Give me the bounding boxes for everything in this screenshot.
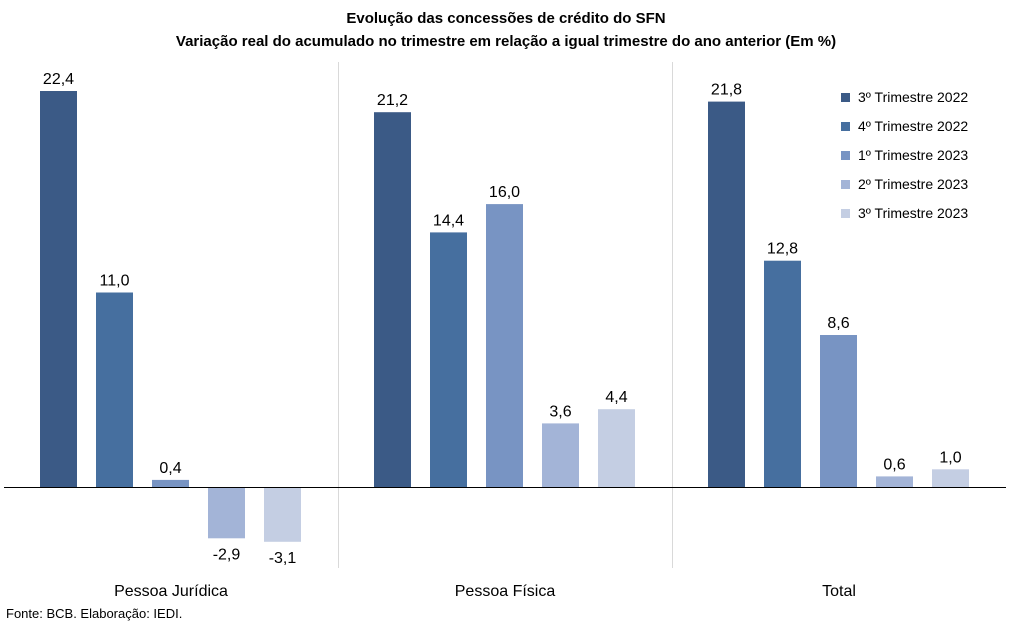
legend-swatch — [841, 122, 850, 131]
legend: 3º Trimestre 2022 4º Trimestre 2022 1º Tri… — [841, 89, 968, 221]
data-label: 8,6 — [827, 315, 849, 332]
data-label: 0,4 — [159, 460, 181, 477]
legend-label: 3º Trimestre 2022 — [858, 89, 968, 105]
data-label: 21,8 — [711, 82, 742, 99]
data-label: -3,1 — [269, 550, 297, 567]
bar — [764, 260, 801, 487]
legend-swatch — [841, 151, 850, 160]
category-label: Pessoa Jurídica — [114, 583, 228, 600]
data-label: 21,2 — [377, 92, 408, 109]
data-label: -2,9 — [213, 546, 241, 563]
bar — [708, 101, 745, 487]
bar — [96, 292, 133, 487]
legend-label: 1º Trimestre 2023 — [858, 147, 968, 163]
data-label: 14,4 — [433, 212, 464, 229]
group-dividers — [338, 62, 673, 568]
legend-swatch — [841, 209, 850, 218]
value-labels-group: 22,4 21,2 21,8 11,0 14,4 12,8 0,4 16,0 8,6 -2,9 3,… — [43, 71, 962, 567]
bar — [40, 91, 77, 487]
bar — [374, 112, 411, 487]
bar — [486, 204, 523, 487]
legend-swatch — [841, 93, 850, 102]
bar — [152, 479, 189, 487]
bar — [820, 335, 857, 487]
bar — [542, 423, 579, 487]
data-label: 4,4 — [605, 389, 627, 406]
legend-label: 4º Trimestre 2022 — [858, 118, 968, 134]
legend-label: 2º Trimestre 2023 — [858, 176, 968, 192]
source-note: Fonte: BCB. Elaboração: IEDI. — [6, 606, 182, 621]
bar — [264, 487, 301, 542]
legend-label: 3º Trimestre 2023 — [858, 205, 968, 221]
category-label: Total — [822, 583, 856, 600]
category-labels-group: Pessoa Jurídica Pessoa Física Total — [114, 583, 856, 600]
bars-group — [40, 91, 969, 542]
data-label: 3,6 — [549, 403, 571, 420]
bar — [932, 469, 969, 487]
bar — [598, 409, 635, 487]
chart-subtitle: Variação real do acumulado no trimestre … — [176, 33, 836, 50]
bar — [430, 232, 467, 487]
data-label: 16,0 — [489, 184, 520, 201]
chart-title: Evolução das concessões de crédito do SF… — [346, 10, 665, 27]
bar — [876, 476, 913, 487]
legend-swatch — [841, 180, 850, 189]
data-label: 11,0 — [100, 273, 130, 290]
category-label: Pessoa Física — [455, 583, 556, 600]
data-label: 12,8 — [767, 241, 798, 258]
data-label: 1,0 — [939, 449, 961, 466]
data-label: 0,6 — [883, 456, 905, 473]
data-label: 22,4 — [43, 71, 74, 88]
bar — [208, 487, 245, 539]
